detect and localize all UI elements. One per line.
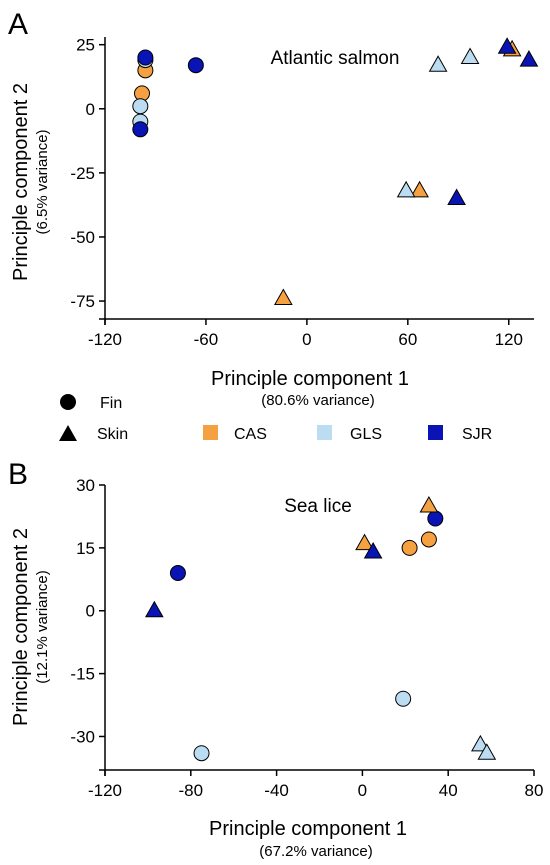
legend-cas-label: CAS (234, 426, 267, 443)
panel-a-point-cas-skin (273, 288, 293, 305)
panel-b-title: Sea lice (284, 496, 352, 517)
panel-a-point-sjr-fin (137, 49, 154, 66)
panel-a-plot: -120 -60 0 60 120 25 0 -25 -50 -75 (70, 36, 539, 349)
panel-a-point-sjr-skin (497, 37, 517, 54)
legend: Fin Skin CAS GLS SJR (59, 394, 492, 443)
panel-letter-b: B (8, 458, 28, 491)
panel-b-x-tick-label: 40 (439, 781, 458, 800)
panel-b-x-tick-label: 0 (358, 781, 367, 800)
panel-a-y-tick-label: 0 (86, 100, 95, 119)
legend-skin-marker (59, 425, 77, 441)
panel-a-point-cas-skin (410, 180, 429, 198)
legend-sjr-label: SJR (462, 426, 492, 443)
panel-b-ylabel-sub: (12.1% variance) (34, 570, 51, 683)
panel-a-x-tick-label: -60 (194, 330, 219, 349)
panel-a-point-sjr-fin (132, 121, 149, 138)
panel-b-y-tick-label: 0 (86, 602, 95, 621)
panel-b-xlabel: Principle component 1 (209, 818, 407, 840)
panel-a-point-sjr-skin (519, 50, 539, 67)
panel-b-x-tick-label: -120 (88, 781, 122, 800)
panel-a-point-gls-skin (396, 180, 416, 198)
panel-b-xlabel-sub: (67.2% variance) (259, 843, 372, 860)
panel-b-point-sjr-fin (427, 510, 444, 527)
panel-a-point-sjr-skin (447, 188, 466, 206)
panel-a-title: Atlantic salmon (271, 48, 400, 69)
legend-fin-marker (60, 394, 76, 410)
panel-b-y-tick-label: -15 (70, 665, 95, 684)
panel-b-point-gls-fin (395, 690, 412, 707)
legend-gls-swatch (317, 425, 332, 440)
panel-a-point-gls-skin (428, 55, 448, 72)
panel-a-y-tick-label: -75 (70, 292, 95, 311)
panel-b-x-tick-label: -40 (264, 781, 289, 800)
panel-b-x-tick-label: -80 (179, 781, 204, 800)
panel-b-y-tick-label: 30 (76, 476, 95, 495)
panel-a-point-sjr-fin (187, 57, 204, 74)
panel-b-point-cas-skin (419, 495, 439, 513)
panel-b-point-gls-fin (193, 745, 210, 762)
panel-b-ylabel: Principle component 2 (10, 528, 32, 726)
panel-letter-a: A (8, 8, 28, 41)
panel-a-y-tick-label: -25 (70, 164, 95, 183)
legend-gls-label: GLS (350, 426, 382, 443)
panel-a-x-tick-label: 60 (398, 330, 417, 349)
legend-sjr-swatch (428, 425, 443, 440)
panel-a-xlabel: Principle component 1 (211, 368, 409, 390)
panel-a-ylabel-sub: (6.5% variance) (34, 129, 51, 234)
panel-a-y-tick-label: -50 (70, 228, 95, 247)
panel-b-point-cas-fin (420, 531, 437, 548)
panel-b-point-sjr-fin (169, 565, 186, 582)
legend-skin-label: Skin (97, 426, 128, 443)
panel-a-xlabel-sub: (80.6% variance) (261, 392, 374, 409)
legend-cas-swatch (203, 425, 218, 440)
panel-b-point-sjr-skin (144, 600, 164, 618)
panel-a-x-tick-label: 120 (495, 330, 523, 349)
panel-a-y-tick-label: 25 (76, 36, 95, 55)
legend-fin-label: Fin (100, 395, 122, 412)
panel-a-ylabel: Principle component 2 (10, 83, 32, 281)
panel-a-x-tick-label: -120 (88, 330, 122, 349)
panel-b-point-sjr-skin (363, 542, 383, 559)
panel-b-point-cas-fin (401, 539, 418, 556)
panel-a-x-tick-label: 0 (302, 330, 311, 349)
panel-b-y-tick-label: 15 (76, 539, 95, 558)
panel-a-point-gls-skin (460, 47, 480, 65)
panel-b-point-cas-skin (355, 533, 374, 551)
panel-b-plot: -120 -80 -40 0 40 80 30 15 0 -15 -30 (70, 476, 543, 800)
panel-b-point-gls-skin (477, 743, 497, 760)
panel-a-point-gls-fin (132, 98, 149, 115)
panel-b-x-tick-label: 80 (525, 781, 544, 800)
panel-b-y-tick-label: -30 (70, 727, 95, 746)
